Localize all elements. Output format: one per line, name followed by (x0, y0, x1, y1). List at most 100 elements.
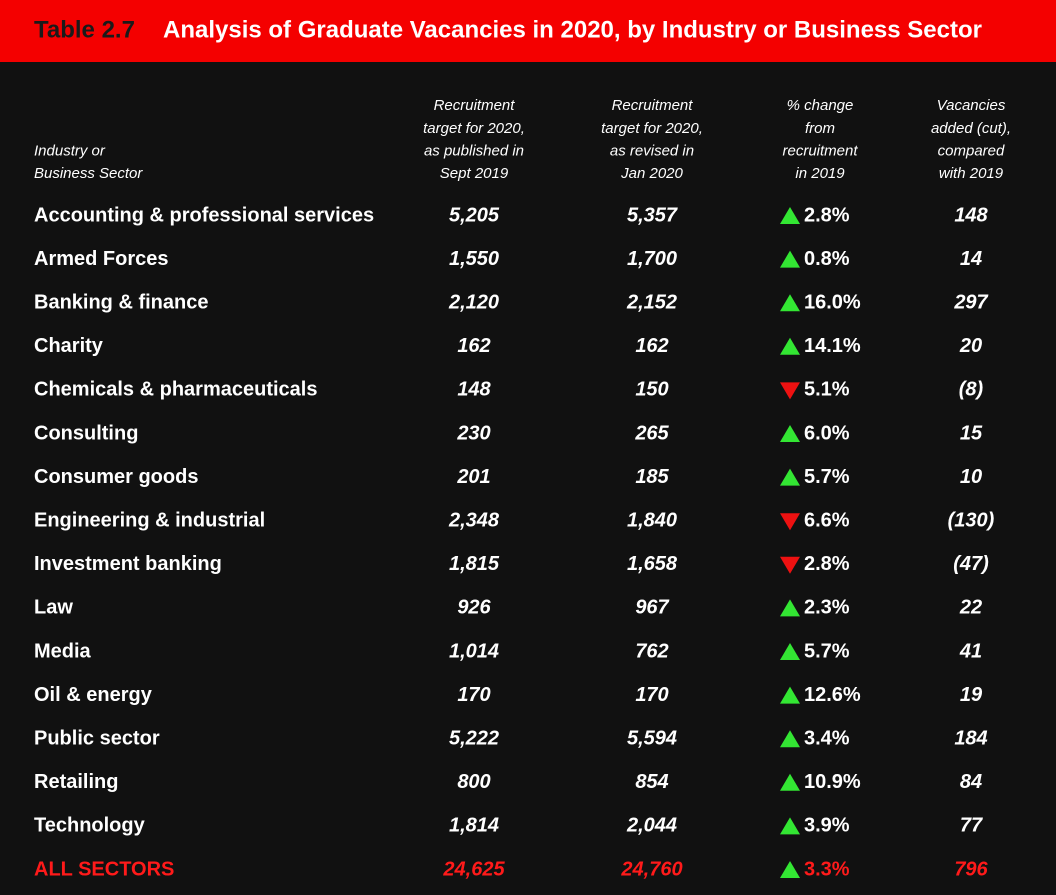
sector-name: ALL SECTORS (34, 858, 174, 880)
arrow-up (780, 730, 800, 748)
vacancies-added: 41 (959, 640, 982, 662)
vacancies-added: 77 (960, 815, 983, 837)
revised-target: 24,760 (620, 858, 682, 880)
sector-name: Armed Forces (34, 248, 169, 270)
column-header: with 2019 (939, 165, 1004, 182)
published-target: 2,348 (448, 509, 500, 531)
sector-name: Consumer goods (34, 466, 198, 488)
published-target: 800 (457, 771, 490, 793)
column-header: in 2019 (795, 165, 845, 182)
column-header: target for 2020, (423, 120, 525, 137)
published-target: 230 (456, 422, 490, 444)
column-header: Industry or (34, 142, 106, 159)
vacancies-added: 20 (959, 335, 982, 357)
sector-name: Engineering & industrial (34, 509, 265, 531)
arrow-down (780, 513, 800, 531)
vacancies-added: (8) (959, 379, 984, 401)
arrow-up (780, 294, 800, 312)
arrow-up (780, 337, 800, 355)
vacancies-added: 22 (959, 597, 982, 619)
column-header: recruitment (782, 142, 858, 159)
percent-change: 5.7% (804, 466, 850, 488)
column-header: Jan 2020 (620, 165, 683, 182)
column-header: as revised in (610, 142, 694, 159)
percent-change: 5.1% (804, 379, 850, 401)
revised-target: 762 (635, 640, 668, 662)
column-header: Recruitment (612, 97, 694, 114)
revised-target: 5,357 (627, 204, 678, 226)
arrow-up (780, 817, 800, 835)
revised-target: 854 (635, 771, 668, 793)
sector-name: Accounting & professional services (34, 204, 374, 226)
arrow-down (780, 556, 800, 574)
revised-target: 2,152 (626, 291, 677, 313)
percent-change: 10.9% (804, 771, 861, 793)
sector-name: Public sector (34, 727, 160, 749)
column-header: Business Sector (34, 165, 143, 182)
arrow-up (780, 643, 800, 660)
percent-change: 3.9% (804, 815, 850, 837)
published-target: 926 (457, 597, 491, 619)
arrow-down (780, 382, 800, 400)
sector-name: Banking & finance (34, 291, 208, 313)
published-target: 24,625 (442, 858, 505, 880)
table-label: Table 2.7 (34, 16, 135, 43)
column-header: from (805, 120, 835, 137)
column-header: as published in (424, 142, 524, 159)
sector-name: Retailing (34, 771, 118, 793)
vacancies-added: 297 (953, 291, 988, 313)
sector-name: Chemicals & pharmaceuticals (34, 379, 317, 401)
percent-change: 16.0% (804, 291, 861, 313)
vacancies-added: 84 (960, 771, 982, 793)
vacancies-added: (130) (948, 509, 995, 531)
published-target: 1,014 (449, 640, 499, 662)
arrow-up (780, 599, 800, 617)
arrow-up (780, 207, 800, 224)
revised-target: 2,044 (626, 815, 677, 837)
vacancies-added: 19 (960, 684, 983, 706)
percent-change: 3.3% (804, 858, 850, 880)
arrow-up (780, 250, 800, 268)
column-header: Sept 2019 (440, 165, 509, 182)
sector-name: Consulting (34, 422, 138, 444)
published-target: 170 (457, 684, 490, 706)
vacancies-added: 184 (954, 727, 987, 749)
arrow-up (780, 686, 800, 704)
percent-change: 3.4% (804, 727, 850, 749)
column-header: added (cut), (931, 120, 1011, 137)
published-target: 1,815 (449, 553, 500, 575)
column-header: Recruitment (434, 97, 516, 114)
header-bar (0, 0, 1056, 62)
vacancies-added: 10 (960, 466, 982, 488)
revised-target: 1,658 (627, 553, 678, 575)
revised-target: 1,840 (627, 509, 677, 531)
published-target: 1,814 (449, 815, 499, 837)
vacancies-added: 15 (960, 422, 983, 444)
percent-change: 5.7% (804, 640, 850, 662)
vacancies-added: 14 (960, 248, 982, 270)
published-target: 1,550 (449, 248, 499, 270)
published-target: 148 (457, 379, 491, 401)
sector-name: Oil & energy (34, 684, 153, 706)
revised-target: 1,700 (627, 248, 677, 270)
revised-target: 150 (635, 379, 668, 401)
published-target: 201 (456, 466, 490, 488)
arrow-up (780, 468, 800, 486)
arrow-up (780, 425, 800, 442)
arrow-up (780, 861, 800, 878)
sector-name: Media (34, 640, 92, 662)
revised-target: 185 (635, 466, 669, 488)
sector-name: Law (34, 597, 73, 619)
arrow-up (780, 773, 800, 791)
percent-change: 2.3% (804, 597, 850, 619)
column-header: Vacancies (937, 97, 1006, 114)
sector-name: Technology (34, 815, 146, 837)
revised-target: 967 (635, 597, 669, 619)
column-header: % change (787, 97, 854, 114)
vacancies-added: 148 (954, 204, 988, 226)
sector-name: Charity (34, 335, 104, 357)
percent-change: 2.8% (804, 204, 850, 226)
table-title: Analysis of Graduate Vacancies in 2020, … (163, 16, 982, 43)
published-target: 5,205 (449, 204, 500, 226)
